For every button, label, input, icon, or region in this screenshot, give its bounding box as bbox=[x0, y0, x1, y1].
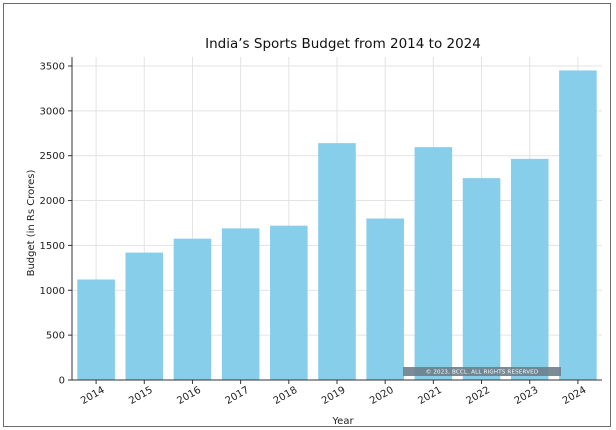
x-tick-label: 2020 bbox=[368, 385, 396, 407]
watermark-text: © 2023, BCCL. ALL RIGHTS RESERVED bbox=[426, 369, 539, 376]
y-tick-label: 3500 bbox=[40, 61, 65, 72]
y-tick-label: 1000 bbox=[40, 286, 65, 297]
bar-2015 bbox=[125, 252, 164, 380]
chart-frame: 0 500 1000 1500 2000 2500 3000 3500 2014 2015 201… bbox=[3, 3, 611, 427]
x-tick-label: 2024 bbox=[561, 385, 589, 407]
x-tick-label: 2014 bbox=[79, 385, 107, 407]
x-tick-label: 2019 bbox=[320, 385, 348, 407]
y-tick-label: 3000 bbox=[40, 106, 65, 117]
y-tick-labels: 0 500 1000 1500 2000 2500 3000 3500 bbox=[40, 61, 65, 386]
bar-2023 bbox=[510, 158, 549, 380]
y-axis-title: Budget (in Rs Crores) bbox=[26, 169, 37, 276]
x-tick-label: 2017 bbox=[224, 385, 252, 407]
axes bbox=[68, 57, 602, 384]
x-tick-label: 2023 bbox=[513, 385, 541, 407]
x-axis-title: Year bbox=[331, 416, 354, 427]
x-tick-label: 2022 bbox=[465, 385, 493, 407]
y-tick-label: 2000 bbox=[40, 196, 65, 207]
watermark-background bbox=[403, 367, 561, 376]
bar-2024 bbox=[559, 70, 597, 380]
x-tick-label: 2016 bbox=[175, 385, 203, 407]
y-tick-label: 1500 bbox=[40, 241, 65, 252]
y-tick-label: 500 bbox=[46, 331, 65, 342]
bar-2020 bbox=[366, 218, 404, 380]
bar-2021 bbox=[414, 147, 453, 380]
bar-2019 bbox=[318, 143, 356, 380]
bar-2017 bbox=[221, 228, 260, 380]
bar-2022 bbox=[462, 178, 501, 380]
bars bbox=[77, 70, 597, 380]
x-tick-label: 2015 bbox=[127, 385, 155, 407]
chart-title: India’s Sports Budget from 2014 to 2024 bbox=[205, 36, 481, 52]
x-tick-label: 2021 bbox=[416, 385, 444, 407]
x-tick-labels: 2014 2015 2016 2017 2018 2019 2020 2021 2022 2023… bbox=[79, 385, 588, 407]
y-tick-label: 2500 bbox=[40, 151, 65, 162]
x-tick-label: 2018 bbox=[272, 385, 300, 407]
watermark: © 2023, BCCL. ALL RIGHTS RESERVED bbox=[403, 367, 561, 376]
y-tick-label: 0 bbox=[59, 376, 65, 387]
bar-2014 bbox=[77, 279, 115, 380]
bar-2016 bbox=[173, 238, 212, 380]
bar-2018 bbox=[270, 225, 308, 380]
